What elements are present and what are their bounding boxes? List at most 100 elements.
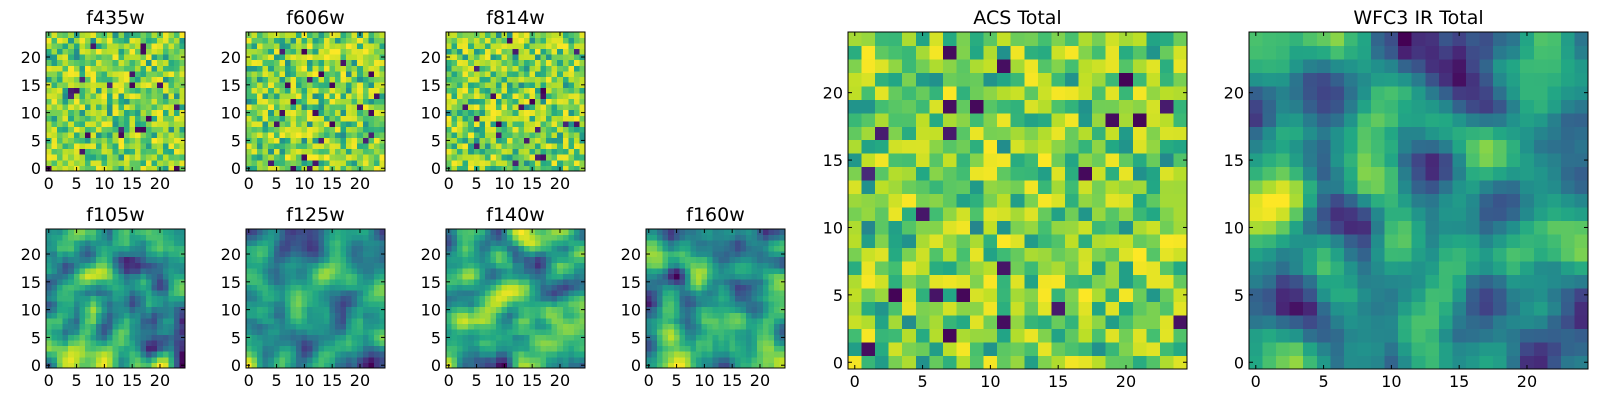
heatmap-cell xyxy=(284,251,291,258)
heatmap-cell xyxy=(446,104,452,111)
heatmap-cell xyxy=(546,98,553,105)
heatmap-cell xyxy=(712,245,719,252)
heatmap-cell xyxy=(257,126,264,133)
heatmap-cell xyxy=(346,251,353,258)
heatmap-cell xyxy=(501,159,508,166)
heatmap-cell xyxy=(507,76,514,83)
heatmap-cell xyxy=(529,262,536,269)
heatmap-cell xyxy=(357,234,364,241)
heatmap-cell xyxy=(96,54,102,61)
heatmap-cell xyxy=(351,312,358,319)
heatmap-cell xyxy=(340,290,347,297)
heatmap-cell xyxy=(501,356,508,363)
heatmap-cell xyxy=(62,126,69,133)
heatmap-cell xyxy=(373,48,380,55)
heatmap-cell xyxy=(334,32,341,38)
heatmap-cell xyxy=(368,340,375,347)
heatmap-cell xyxy=(734,267,741,274)
heatmap-cell xyxy=(734,290,741,297)
heatmap-cell xyxy=(62,148,69,155)
heatmap-cell xyxy=(284,229,291,235)
heatmap-cell xyxy=(646,351,652,358)
heatmap-cell xyxy=(334,362,341,369)
heatmap-cell xyxy=(1037,315,1052,329)
heatmap-cell xyxy=(451,340,458,347)
heatmap-cell xyxy=(340,159,347,166)
heatmap-cell xyxy=(956,207,971,222)
heatmap-cell xyxy=(723,301,730,308)
heatmap-cell xyxy=(46,329,52,336)
heatmap-cell xyxy=(251,240,258,247)
y-tick-label: 10 xyxy=(421,301,441,320)
heatmap-cell xyxy=(318,87,325,94)
heatmap-cell xyxy=(107,65,114,72)
heatmap-cell xyxy=(507,356,514,363)
heatmap-cell xyxy=(662,240,669,247)
heatmap-cell xyxy=(696,251,702,258)
heatmap-cell xyxy=(246,87,252,94)
heatmap-cell xyxy=(540,82,547,88)
heatmap-cell xyxy=(296,251,302,258)
heatmap-cell xyxy=(368,82,375,88)
heatmap-cell xyxy=(262,115,269,122)
heatmap-cell xyxy=(251,32,258,38)
heatmap-cell xyxy=(246,273,252,280)
heatmap-cell xyxy=(84,279,91,285)
heatmap-cell xyxy=(162,340,169,347)
heatmap-cell xyxy=(46,120,52,127)
heatmap-cell xyxy=(168,240,175,247)
heatmap-cell xyxy=(762,267,769,274)
heatmap-cell xyxy=(929,193,944,208)
heatmap-cell xyxy=(484,87,491,94)
heatmap-cell xyxy=(329,93,336,100)
heatmap-cell xyxy=(123,234,130,241)
heatmap-cell xyxy=(168,48,175,55)
heatmap-cell xyxy=(490,234,497,241)
heatmap-cell xyxy=(534,76,541,83)
heatmap-cell xyxy=(162,362,169,369)
heatmap-cell xyxy=(257,65,264,72)
heatmap-cell xyxy=(179,132,186,139)
heatmap-cell xyxy=(101,154,108,161)
heatmap-cell xyxy=(1024,247,1039,262)
heatmap-cell xyxy=(307,98,314,105)
heatmap-cell xyxy=(96,109,102,116)
heatmap-cell xyxy=(173,362,180,369)
heatmap-cell xyxy=(757,240,764,247)
heatmap-cell xyxy=(723,245,730,252)
heatmap-cell xyxy=(107,284,114,291)
heatmap-cell xyxy=(351,137,358,144)
heatmap-cell xyxy=(279,59,286,66)
heatmap-cell xyxy=(284,59,291,66)
heatmap-cell xyxy=(446,317,452,324)
heatmap-cell xyxy=(496,126,502,133)
heatmap-cell xyxy=(101,251,108,258)
heatmap-cell xyxy=(96,93,102,100)
heatmap-cell xyxy=(1051,166,1066,181)
heatmap-cell xyxy=(118,306,125,313)
heatmap-cell xyxy=(118,143,125,150)
heatmap-cell xyxy=(262,132,269,139)
heatmap-cell xyxy=(684,256,691,263)
heatmap-cell xyxy=(507,48,514,55)
heatmap-cell xyxy=(479,109,486,116)
heatmap-cell xyxy=(307,65,314,72)
heatmap-cell xyxy=(279,104,286,111)
heatmap-cell xyxy=(718,323,725,330)
heatmap-cell xyxy=(96,345,102,352)
heatmap-cell xyxy=(168,245,175,252)
heatmap-cell xyxy=(496,43,502,50)
heatmap-cell xyxy=(484,317,491,324)
heatmap-cell xyxy=(668,234,675,241)
heatmap-cell xyxy=(340,329,347,336)
heatmap-cell xyxy=(51,115,58,122)
heatmap-cell xyxy=(557,159,564,166)
heatmap-cell xyxy=(701,345,708,352)
heatmap-cell xyxy=(112,43,119,50)
heatmap-cell xyxy=(379,32,386,38)
heatmap-cell xyxy=(173,340,180,347)
heatmap-cell xyxy=(462,334,469,341)
heatmap-cell xyxy=(279,362,286,369)
heatmap-cell xyxy=(773,356,780,363)
heatmap-cell xyxy=(251,54,258,61)
